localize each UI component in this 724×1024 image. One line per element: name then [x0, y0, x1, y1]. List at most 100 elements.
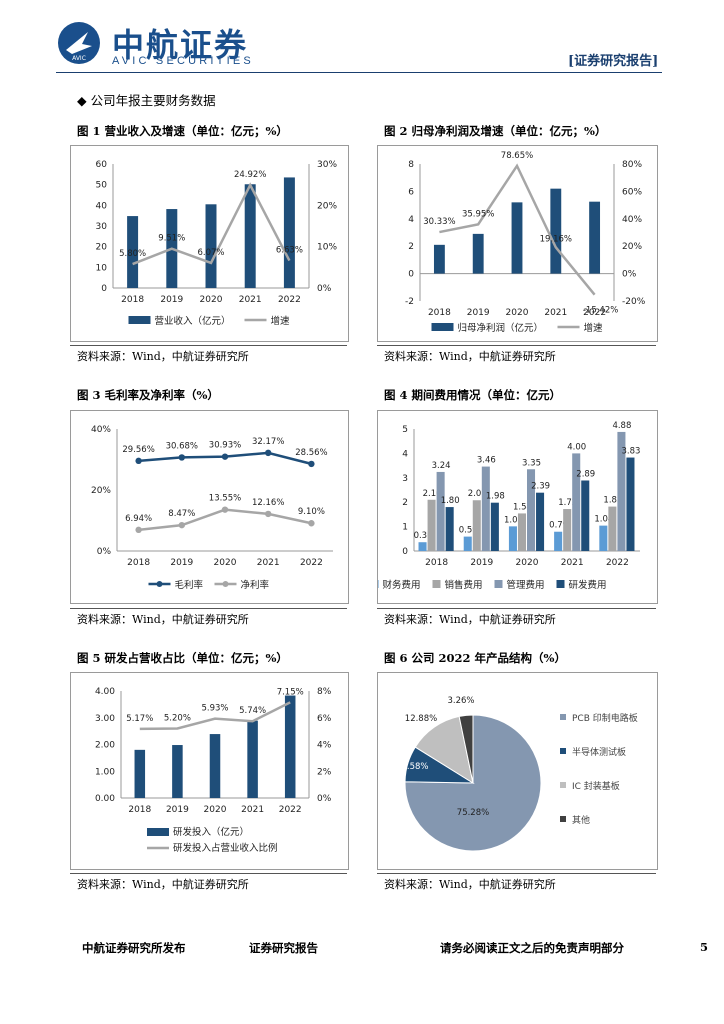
y-right-tick-label: -20%	[622, 297, 646, 307]
x-tick-label: 2018	[127, 558, 150, 568]
bar	[572, 453, 581, 551]
y-right-tick-label: 80%	[622, 160, 642, 170]
y-left-tick-label: 8	[408, 160, 414, 170]
source-divider	[70, 608, 347, 609]
line-point	[308, 520, 315, 527]
bar	[527, 469, 536, 551]
data-label: 1.54	[513, 502, 532, 512]
legend-label: 研发费用	[569, 579, 607, 591]
bar	[599, 525, 608, 551]
x-tick-label: 2021	[241, 805, 264, 815]
x-tick-label: 2020	[200, 295, 223, 305]
data-label: 3.46	[477, 456, 496, 466]
pie-label: 3.26%	[447, 696, 474, 706]
line-point	[178, 521, 185, 529]
bar	[436, 471, 445, 551]
data-label: 19.16%	[540, 234, 572, 244]
figure-2-source: 资料来源：Wind，中航证券研究所	[384, 350, 556, 363]
bar	[433, 244, 445, 274]
header-divider	[56, 72, 662, 73]
y-left-tick-label: 4.00	[95, 687, 115, 697]
y-right-tick-label: 0%	[317, 794, 332, 804]
legend-label: 管理费用	[507, 579, 545, 591]
legend-swatch	[128, 316, 151, 324]
y-left-tick-label: 30	[96, 222, 108, 232]
data-label: 1.72	[558, 498, 577, 508]
logo-chinese: 中航证券	[112, 26, 249, 64]
y-left-tick-label: 2.00	[95, 741, 115, 751]
line-point	[178, 454, 185, 461]
bar	[589, 201, 601, 274]
source-divider	[70, 345, 347, 346]
y-right-tick-label: 30%	[317, 160, 337, 170]
data-label: 5.17%	[126, 714, 153, 724]
bar	[608, 506, 617, 551]
legend-label: 增速	[271, 315, 291, 327]
series-line	[139, 701, 291, 731]
y-right-tick-label: 2%	[317, 767, 332, 777]
footer-publisher: 中航证券研究所发布	[82, 941, 186, 955]
data-label: 5.74%	[239, 706, 266, 716]
legend-swatch	[560, 782, 566, 788]
data-label: 35.95%	[462, 209, 494, 219]
figure-1-source: 资料来源：Wind，中航证券研究所	[77, 350, 249, 363]
data-label: 28.56%	[295, 448, 327, 458]
report-tag: [证券研究报告]	[568, 54, 659, 69]
y-left-tick-label: 0.00	[95, 794, 115, 804]
bar	[508, 526, 517, 551]
legend-swatch	[494, 580, 503, 588]
bar	[563, 509, 572, 551]
figure-5-chart: 0.00 1.00 2.00 3.00 4.00 0% 2% 4% 6% 8% 2018 2019 20…	[70, 672, 349, 870]
legend-swatch	[147, 828, 169, 836]
line-point	[308, 460, 315, 468]
data-label: 2.89	[576, 469, 595, 479]
pie-slice	[458, 714, 474, 784]
legend-swatch	[431, 323, 454, 331]
x-tick-label: 2020	[516, 558, 539, 568]
source-divider	[377, 345, 656, 346]
x-tick-label: 2022	[300, 558, 323, 568]
line-point	[221, 506, 229, 513]
y-left-tick-label: -2	[405, 297, 414, 307]
data-label: 2.08	[468, 489, 487, 499]
legend-label: IC 封装基板	[572, 780, 620, 792]
legend-label: 财务费用	[383, 579, 421, 591]
bar	[127, 216, 139, 288]
bar	[247, 720, 258, 798]
y-right-tick-label: 60%	[622, 187, 642, 197]
y-left-tick-label: 6	[408, 187, 414, 197]
legend-label: 其他	[572, 814, 590, 826]
figure-5-title: 图 5 研发占营收占比（单位：亿元；%）	[77, 651, 288, 665]
y-left-tick-label: 1	[402, 523, 408, 533]
data-label: 29.56%	[122, 445, 154, 455]
bar	[472, 233, 484, 274]
series-line	[132, 182, 291, 266]
series-line	[439, 163, 596, 296]
figure-3-title: 图 3 毛利率及净利率（%）	[77, 388, 219, 402]
legend-label: 半导体测试板	[572, 746, 626, 758]
data-label: 30.68%	[166, 441, 198, 451]
y-left-tick-label: 0	[402, 547, 408, 557]
data-label: 1.01	[504, 515, 523, 525]
section-heading: ◆ 公司年报主要财务数据	[77, 90, 216, 109]
x-tick-label: 2020	[506, 308, 529, 318]
legend-label: 研发投入（亿元）	[173, 826, 249, 838]
legend-swatch	[560, 816, 566, 822]
data-label: 6.63%	[276, 246, 303, 256]
y-right-tick-label: 4%	[317, 741, 332, 751]
x-tick-label: 2021	[257, 558, 280, 568]
legend-label: 毛利率	[175, 579, 204, 591]
data-label: 1.80	[441, 496, 460, 506]
data-label: 6.07%	[197, 248, 224, 258]
bar	[172, 745, 183, 798]
figure-5-source: 资料来源：Wind，中航证券研究所	[77, 878, 249, 891]
logo-badge-text: AVIC	[72, 55, 86, 62]
legend-swatch	[560, 748, 566, 754]
bar	[626, 457, 635, 551]
bar	[490, 502, 499, 551]
data-label: 5.20%	[164, 713, 191, 723]
data-label: 7.15%	[277, 687, 304, 697]
x-tick-label: 2019	[170, 558, 193, 568]
pie-label: 75.28%	[457, 808, 489, 818]
bar	[427, 499, 436, 551]
